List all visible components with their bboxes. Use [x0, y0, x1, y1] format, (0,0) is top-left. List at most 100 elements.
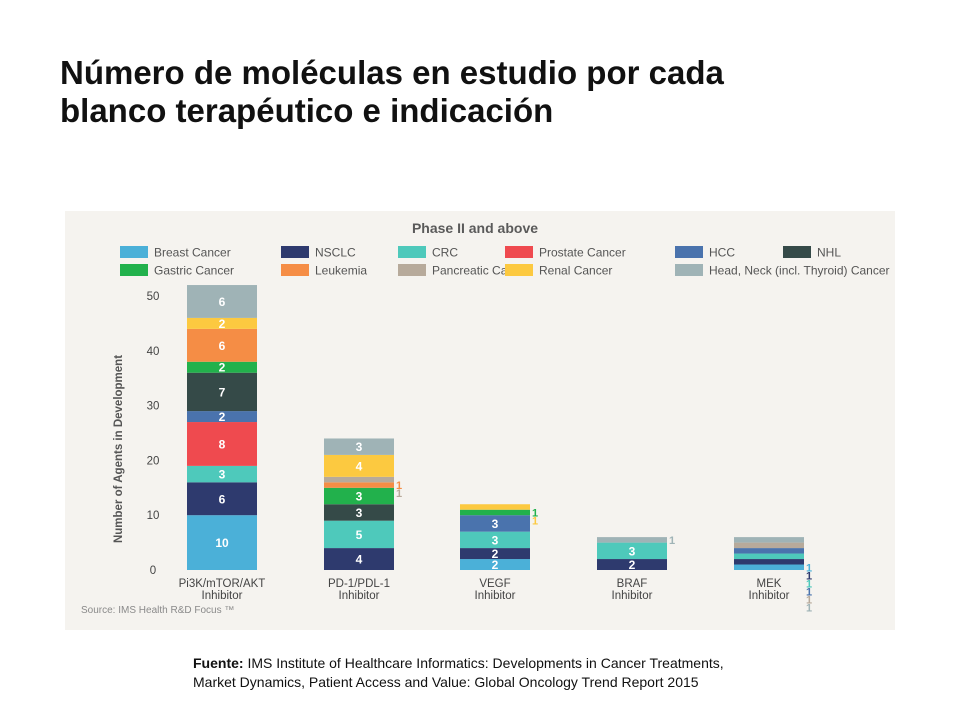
legend-swatch-hcc: [675, 246, 703, 258]
data-label-pancreatic-cancer: 1: [396, 488, 402, 500]
chart-source: Source: IMS Health R&D Focus ™: [81, 605, 234, 616]
legend-label-gastric-cancer: Gastric Cancer: [154, 264, 234, 278]
legend-label-crc: CRC: [432, 246, 458, 260]
x-axis: Pi3K/mTOR/AKTInhibitorPD-1/PDL-1Inhibito…: [179, 578, 790, 602]
bar-segment-gastric-cancer: [460, 509, 530, 516]
bar-segment-hcc: [460, 515, 530, 532]
legend-swatch-prostate-cancer: [505, 246, 533, 258]
bar-segment-breast-cancer: [734, 564, 804, 570]
data-label-leukemia: 1: [396, 480, 402, 492]
legend-swatch-renal-cancer: [505, 264, 533, 276]
x-tick-label-pi3k: Pi3K/mTOR/AKT: [179, 578, 266, 590]
legend-swatch-breast-cancer: [120, 246, 148, 258]
bar-segment-head-neck-incl-thyroid-cancer: [324, 438, 394, 455]
data-label-head-neck-incl-thyroid-cancer: 1: [806, 602, 812, 614]
data-label-head-neck-incl-thyroid-cancer: 1: [669, 535, 675, 547]
x-tick-label-vegf: VEGF: [479, 578, 510, 590]
data-label-crc: 3: [629, 544, 636, 558]
bar-stack-pi3k: 10 6 3 8 2 7 2 6 2 6: [187, 285, 257, 570]
bar-segment-renal-cancer: [324, 454, 394, 477]
legend-label-nsclc: NSCLC: [315, 246, 356, 260]
data-label-renal-cancer: 2: [219, 317, 226, 331]
bar-segment-crc: [324, 520, 394, 549]
bar-segment-crc: [187, 465, 257, 483]
legend-label-prostate-cancer: Prostate Cancer: [539, 246, 626, 260]
legend-swatch-leukemia: [281, 264, 309, 276]
legend-swatch-nhl: [783, 246, 811, 258]
slide-title-line-1: Número de moléculas en estudio por cada: [60, 54, 724, 91]
y-tick-label: 20: [147, 455, 160, 467]
data-label-prostate-cancer: 8: [219, 437, 226, 451]
source-text-line-2: Market Dynamics, Patient Access and Valu…: [193, 674, 699, 690]
legend-swatch-head-neck-incl-thyroid-cancer: [675, 264, 703, 276]
bar-segment-crc: [460, 531, 530, 549]
source-text-line-1: IMS Institute of Healthcare Informatics:…: [243, 655, 724, 671]
data-label-nsclc: 1: [806, 570, 812, 582]
bar-segment-pancreatic-cancer: [324, 476, 394, 483]
bar-segment-nhl: [324, 504, 394, 521]
data-label-head-neck-incl-thyroid-cancer: 6: [219, 295, 226, 309]
bar-segment-head-neck-incl-thyroid-cancer: [734, 537, 804, 543]
data-label-crc: 5: [356, 528, 363, 542]
bar-segment-hcc: [734, 548, 804, 554]
source-label: Fuente:: [193, 655, 244, 671]
bar-segment-gastric-cancer: [187, 361, 257, 373]
bar-segment-gastric-cancer: [324, 487, 394, 505]
bar-stack-braf: 23 1: [597, 535, 675, 572]
data-label-gastric-cancer: 3: [356, 490, 363, 504]
bar-segment-pancreatic-cancer: [734, 542, 804, 549]
data-label-gastric-cancer: 1: [532, 507, 538, 519]
data-label-nsclc: 4: [356, 553, 363, 567]
data-label-renal-cancer: 1: [532, 515, 538, 527]
bar-segment-nsclc: [187, 482, 257, 516]
bar-segment-nhl: [187, 372, 257, 412]
slide-title: Número de moléculas en estudio por cada …: [60, 54, 920, 130]
source-note: Fuente: IMS Institute of Healthcare Info…: [193, 654, 913, 692]
y-tick-label: 50: [147, 291, 160, 303]
y-tick-label: 30: [147, 401, 160, 413]
bar-segment-breast-cancer: [187, 515, 257, 570]
data-label-hcc: 2: [219, 410, 226, 424]
data-label-nsclc: 2: [492, 547, 499, 561]
y-tick-label: 10: [147, 510, 160, 522]
bar-stack-pd1: 4 5 3 3 4 3 11: [324, 438, 402, 570]
x-tick-label-braf: Inhibitor: [612, 590, 653, 602]
chart-title: Phase II and above: [412, 220, 538, 236]
data-label-head-neck-incl-thyroid-cancer: 3: [356, 440, 363, 454]
y-tick-label: 40: [147, 346, 160, 358]
bar-segment-hcc: [187, 411, 257, 423]
bar-segment-head-neck-incl-thyroid-cancer: [597, 537, 667, 543]
legend-label-head-neck-incl-thyroid-cancer: Head, Neck (incl. Thyroid) Cancer: [709, 264, 890, 278]
y-axis: Number of Agents in Development 0 10 20 30 4…: [113, 291, 159, 577]
data-label-hcc: 1: [806, 586, 812, 598]
data-label-breast-cancer: 10: [215, 536, 229, 550]
data-label-renal-cancer: 4: [356, 459, 363, 473]
bar-segment-breast-cancer: [460, 559, 530, 570]
bar-segment-nsclc: [460, 548, 530, 560]
data-label-hcc: 3: [492, 517, 499, 531]
x-tick-label-pi3k: Inhibitor: [202, 590, 243, 602]
legend-label-breast-cancer: Breast Cancer: [154, 246, 231, 260]
x-tick-label-vegf: Inhibitor: [475, 590, 516, 602]
slide-title-line-2: blanco terapéutico e indicación: [60, 92, 554, 129]
chart-legend: Breast Cancer NSCLC CRC Prostate Cancer HCC N…: [120, 246, 890, 278]
data-label-leukemia: 6: [219, 339, 226, 353]
legend-label-hcc: HCC: [709, 246, 735, 260]
bar-segment-leukemia: [324, 482, 394, 488]
legend-label-leukemia: Leukemia: [315, 264, 367, 278]
data-label-breast-cancer: 2: [492, 558, 499, 572]
data-label-nsclc: 6: [219, 492, 226, 506]
data-label-nsclc: 2: [629, 558, 636, 572]
data-label-crc: 1: [806, 578, 812, 590]
legend-swatch-pancreatic-cancer: [398, 264, 426, 276]
bar-segment-crc: [597, 542, 667, 560]
y-tick-label: 0: [150, 565, 156, 577]
legend-swatch-gastric-cancer: [120, 264, 148, 276]
bar-segment-prostate-cancer: [187, 422, 257, 466]
x-tick-label-pd1: Inhibitor: [339, 590, 380, 602]
chart-panel: Phase II and above Breast Cancer NSCLC CRC…: [65, 211, 895, 630]
data-label-gastric-cancer: 2: [219, 361, 226, 375]
legend-swatch-crc: [398, 246, 426, 258]
